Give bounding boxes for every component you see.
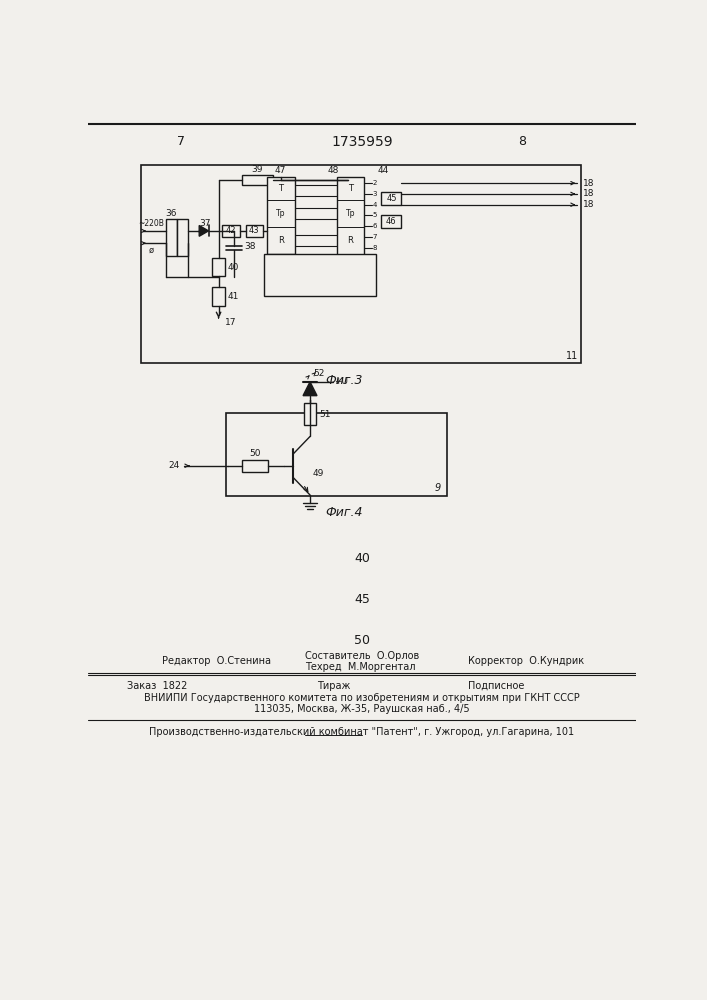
Text: ВНИИПИ Государственного комитета по изобретениям и открытиям при ГКНТ СССР: ВНИИПИ Государственного комитета по изоб… bbox=[144, 693, 580, 703]
Text: T: T bbox=[348, 184, 353, 193]
Text: 40: 40 bbox=[228, 263, 239, 272]
Bar bbox=[177, 219, 187, 256]
Bar bbox=[242, 175, 273, 185]
Text: 46: 46 bbox=[386, 217, 397, 226]
Text: Производственно-издательский комбинат "Патент", г. Ужгород, ул.Гагарина, 101: Производственно-издательский комбинат "П… bbox=[149, 727, 575, 737]
Text: 1735959: 1735959 bbox=[331, 135, 393, 149]
Text: 38: 38 bbox=[244, 242, 256, 251]
Text: 17: 17 bbox=[225, 318, 236, 327]
Text: Тр: Тр bbox=[346, 209, 355, 218]
Text: 49: 49 bbox=[312, 469, 324, 478]
Bar bbox=[223, 225, 240, 237]
Text: 41: 41 bbox=[228, 292, 239, 301]
Bar bbox=[246, 225, 263, 237]
Text: 8: 8 bbox=[518, 135, 527, 148]
Bar bbox=[304, 403, 316, 425]
Bar bbox=[212, 258, 225, 276]
Text: Тр: Тр bbox=[276, 209, 286, 218]
Text: 4: 4 bbox=[373, 202, 378, 208]
Text: 47: 47 bbox=[275, 166, 286, 175]
Text: 7: 7 bbox=[177, 135, 185, 148]
Polygon shape bbox=[199, 225, 209, 236]
Text: Заказ  1822: Заказ 1822 bbox=[127, 681, 187, 691]
Text: Редактор  О.Стенина: Редактор О.Стенина bbox=[162, 656, 271, 666]
Text: T: T bbox=[278, 184, 283, 193]
Bar bbox=[337, 177, 364, 262]
Bar bbox=[267, 177, 295, 254]
Bar bbox=[212, 287, 225, 306]
Text: 24: 24 bbox=[168, 461, 180, 470]
Text: ø: ø bbox=[148, 246, 153, 255]
Text: 18: 18 bbox=[583, 179, 594, 188]
Text: 48: 48 bbox=[327, 166, 339, 175]
Text: 6: 6 bbox=[373, 223, 378, 229]
Text: 2: 2 bbox=[373, 180, 378, 186]
Text: 51: 51 bbox=[320, 410, 331, 419]
Text: +U: +U bbox=[334, 377, 348, 386]
Text: Техред  М.Моргентал: Техред М.Моргентал bbox=[305, 662, 416, 672]
Text: 40: 40 bbox=[354, 552, 370, 565]
Text: 42: 42 bbox=[226, 226, 236, 235]
Text: Подписное: Подписное bbox=[468, 681, 525, 691]
Text: 5: 5 bbox=[373, 212, 378, 218]
Text: 8: 8 bbox=[373, 245, 378, 251]
Text: 52: 52 bbox=[314, 369, 325, 378]
Bar bbox=[242, 460, 268, 472]
Text: 43: 43 bbox=[249, 226, 259, 235]
Bar bbox=[166, 219, 177, 256]
Text: 50: 50 bbox=[250, 449, 261, 458]
Bar bbox=[381, 192, 402, 205]
Text: 113035, Москва, Ж-35, Раушская наб., 4/5: 113035, Москва, Ж-35, Раушская наб., 4/5 bbox=[254, 704, 469, 714]
Text: 39: 39 bbox=[252, 165, 263, 174]
Bar bbox=[226, 413, 448, 496]
Text: Составитель  О.Орлов: Составитель О.Орлов bbox=[305, 651, 420, 661]
Text: 36: 36 bbox=[165, 209, 177, 218]
Text: Фиг.4: Фиг.4 bbox=[325, 506, 363, 519]
Text: 45: 45 bbox=[354, 593, 370, 606]
Text: 9: 9 bbox=[435, 483, 441, 493]
Text: Тираж: Тираж bbox=[317, 681, 351, 691]
Text: 45: 45 bbox=[386, 194, 397, 203]
Text: 7: 7 bbox=[373, 234, 378, 240]
Text: 18: 18 bbox=[583, 189, 594, 198]
Text: 37: 37 bbox=[199, 219, 211, 228]
Bar bbox=[381, 215, 402, 228]
Text: Фиг.3: Фиг.3 bbox=[325, 374, 363, 387]
Text: R: R bbox=[347, 236, 354, 245]
Text: 18: 18 bbox=[583, 200, 594, 209]
Bar bbox=[141, 165, 581, 363]
Text: 50: 50 bbox=[354, 634, 370, 647]
Text: 3: 3 bbox=[373, 191, 378, 197]
Text: 11: 11 bbox=[566, 351, 578, 361]
Text: ~220В: ~220В bbox=[138, 219, 164, 228]
Text: R: R bbox=[278, 236, 284, 245]
Text: Корректор  О.Кундрик: Корректор О.Кундрик bbox=[468, 656, 584, 666]
Bar bbox=[264, 254, 376, 296]
Text: 44: 44 bbox=[378, 166, 390, 175]
Polygon shape bbox=[303, 382, 317, 396]
